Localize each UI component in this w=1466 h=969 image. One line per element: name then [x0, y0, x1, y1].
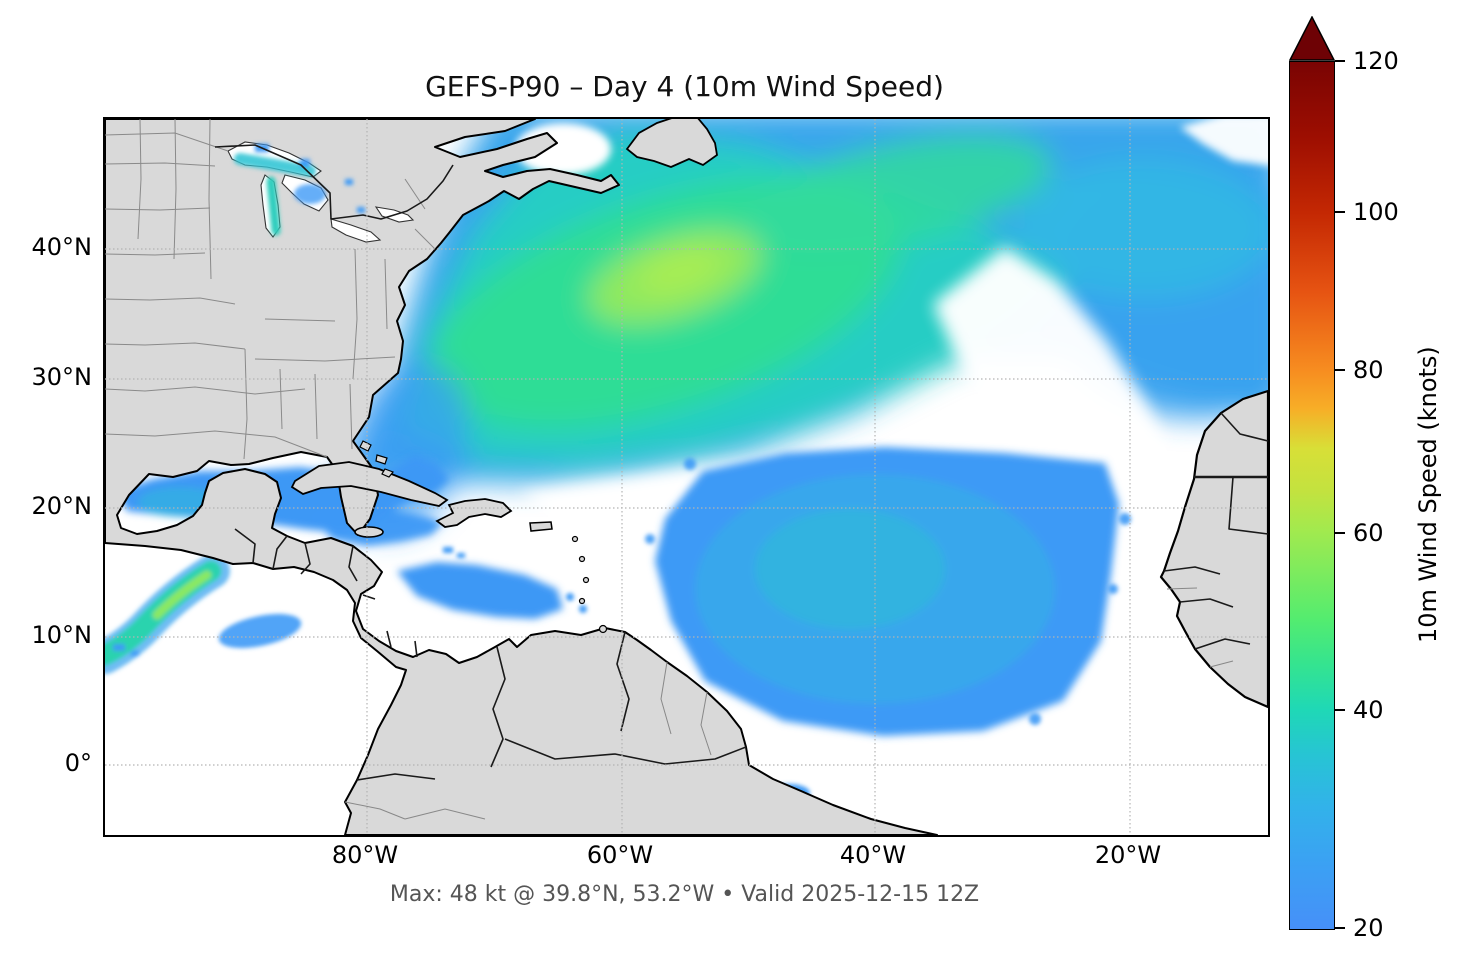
map-canvas	[105, 119, 1268, 835]
colorbar-tick-100	[1335, 211, 1345, 213]
figure-title: GEFS-P90 – Day 4 (10m Wind Speed)	[425, 70, 944, 103]
colorbar-tick-40	[1335, 709, 1345, 711]
lat-tick-0: 0°	[64, 749, 92, 777]
minor-borders	[344, 587, 1234, 820]
landmass-layer	[105, 119, 1268, 835]
lon-tick-20w: 20°W	[1094, 841, 1162, 869]
island-puerto-rico	[529, 521, 553, 532]
country-borders	[214, 144, 1268, 781]
colorbar-ticklabel-60: 60	[1353, 519, 1384, 547]
land-africa	[1159, 389, 1268, 709]
islands-bahamas	[359, 440, 394, 478]
colorbar-axis-label: 10m Wind Speed (knots)	[1414, 346, 1442, 644]
colorbar	[1289, 61, 1335, 930]
island-hispaniola	[435, 498, 513, 528]
lon-tick-40w: 40°W	[839, 841, 907, 869]
colorbar-extend-arrow	[1289, 16, 1335, 61]
island-jamaica	[354, 526, 384, 538]
colorbar-tick-120	[1335, 60, 1345, 62]
lake-erie	[330, 218, 382, 243]
colorbar-tick-60	[1335, 532, 1345, 534]
lat-tick-20n: 20°N	[31, 492, 93, 520]
figure-caption: Max: 48 kt @ 39.8°N, 53.2°W • Valid 2025…	[389, 882, 980, 907]
map-plot-area	[103, 117, 1270, 837]
wind-field-tropics	[117, 447, 1119, 736]
colorbar-ticklabel-40: 40	[1353, 696, 1384, 724]
islands-lesser-antilles	[571, 535, 608, 634]
graticule-gridlines	[105, 119, 1268, 835]
colorbar-ticklabel-100: 100	[1353, 198, 1399, 226]
lat-tick-10n: 10°N	[31, 621, 93, 649]
colorbar-ticklabel-20: 20	[1353, 914, 1384, 942]
border-us-canada	[214, 144, 454, 220]
lon-tick-60w: 60°W	[586, 841, 654, 869]
colorbar-ticklabel-80: 80	[1353, 356, 1384, 384]
lat-tick-40n: 40°N	[31, 233, 93, 261]
land-north-and-south-america	[105, 119, 938, 835]
wind-field-north-atlantic	[340, 119, 1268, 537]
colorbar-tick-80	[1335, 369, 1345, 371]
lon-tick-80w: 80°W	[331, 841, 399, 869]
colorbar-ticklabel-120: 120	[1353, 47, 1399, 75]
island-cuba	[290, 461, 449, 507]
island-newfoundland	[625, 119, 718, 168]
state-borders	[105, 119, 436, 460]
wind-field-great-lakes	[234, 144, 365, 236]
colorbar-tick-20	[1335, 927, 1345, 929]
lat-tick-30n: 30°N	[31, 363, 93, 391]
